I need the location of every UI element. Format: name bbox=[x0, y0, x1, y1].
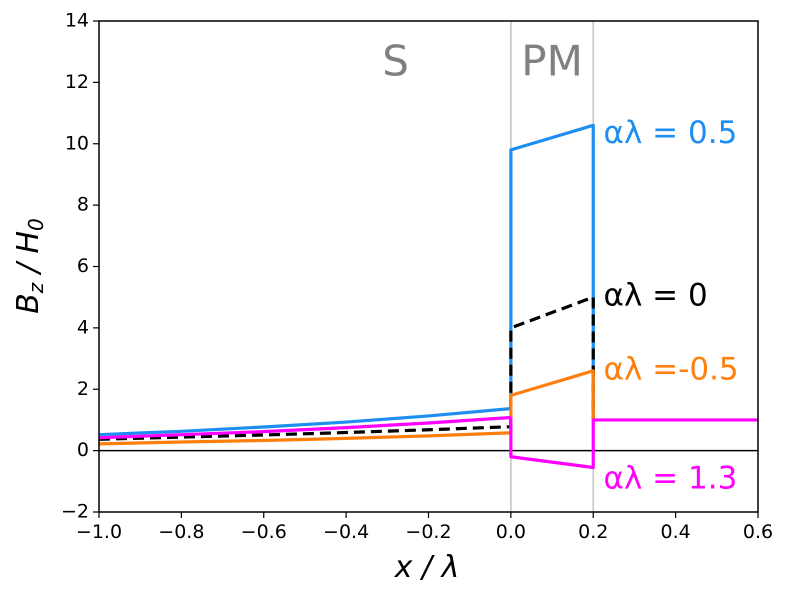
y-axis-label: Bz / H0 bbox=[11, 218, 48, 314]
x-tick-label: −1.0 bbox=[76, 521, 122, 543]
y-tick-label: 12 bbox=[65, 71, 89, 93]
series-line-1-segment-1 bbox=[509, 295, 595, 427]
y-tick-label: 2 bbox=[77, 378, 89, 400]
x-tick-label: −0.8 bbox=[158, 521, 204, 543]
y-tick-label: 6 bbox=[77, 255, 89, 277]
series-line-2-segment-1 bbox=[509, 369, 595, 433]
series-label-2: αλ =-0.5 bbox=[604, 351, 739, 387]
x-tick-label: −0.4 bbox=[323, 521, 369, 543]
series-line-0-segment-1 bbox=[509, 123, 595, 420]
series-line-1-segment-0 bbox=[99, 425, 511, 441]
y-tick-label: −2 bbox=[61, 501, 89, 523]
series-line-0-segment-0 bbox=[99, 406, 512, 437]
series-group bbox=[99, 123, 758, 470]
x-tick-label: 0.6 bbox=[743, 521, 773, 543]
y-tick-label: 0 bbox=[77, 439, 89, 461]
y-tick-label: 14 bbox=[65, 10, 89, 32]
region-label-pm: PM bbox=[521, 36, 583, 85]
series-line-2-segment-0 bbox=[99, 431, 511, 446]
y-tick-label: 4 bbox=[77, 316, 89, 338]
x-axis-label: x / λ bbox=[394, 550, 460, 585]
series-line-3-segment-1 bbox=[509, 417, 758, 470]
x-tick-label: 0.2 bbox=[578, 521, 608, 543]
series-line-3-segment-0 bbox=[99, 415, 511, 440]
series-label-1: αλ = 0 bbox=[604, 278, 708, 314]
plot-layer: S PM αλ = 0.5 αλ = 0 αλ =-0.5 αλ = 1.3 −1.0 −0.… bbox=[61, 10, 773, 544]
region-label-s: S bbox=[382, 36, 409, 85]
x-tick-label: −0.6 bbox=[241, 521, 287, 543]
x-tick-label: −0.2 bbox=[405, 521, 451, 543]
series-label-0: αλ = 0.5 bbox=[604, 115, 738, 151]
x-tick-label: 0.4 bbox=[661, 521, 691, 543]
y-tick-label: 8 bbox=[77, 194, 89, 216]
series-label-3: αλ = 1.3 bbox=[604, 460, 738, 496]
y-tick-label: 10 bbox=[65, 132, 89, 154]
x-tick-label: 0.0 bbox=[496, 521, 526, 543]
